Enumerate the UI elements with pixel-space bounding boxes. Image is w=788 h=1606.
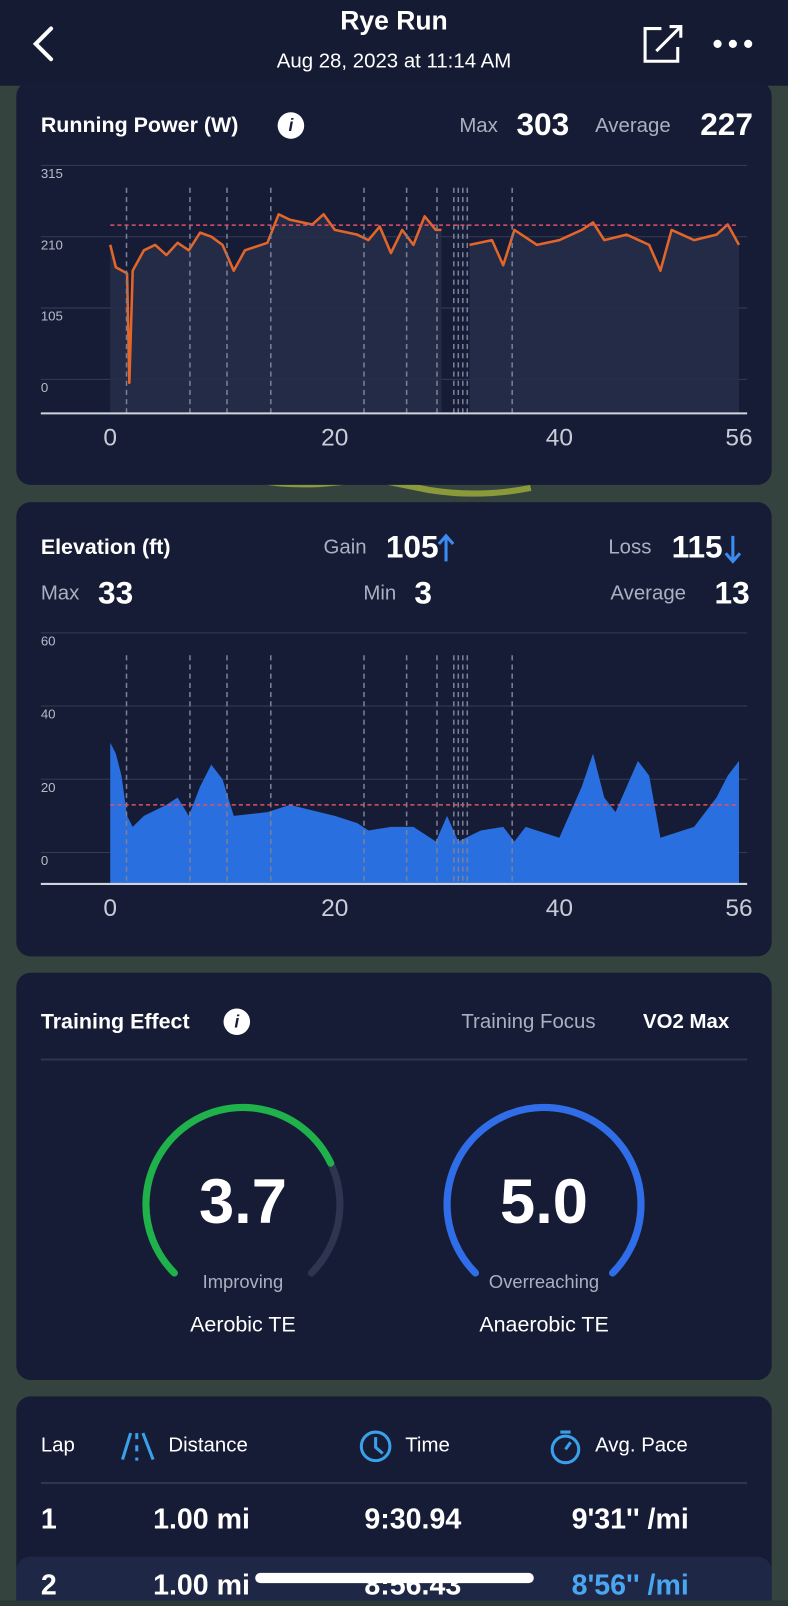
column-header: Distance: [168, 1435, 247, 1457]
laps-card: [16, 1396, 772, 1606]
area: [110, 214, 739, 414]
focus-value: VO2 Max: [643, 1011, 730, 1033]
back-button[interactable]: [32, 26, 54, 62]
y-tick-label: 60: [41, 634, 56, 649]
gauge-status: Improving: [203, 1271, 284, 1292]
column-header: Lap: [41, 1435, 75, 1457]
gauge-number: 5.0: [500, 1167, 588, 1237]
training-card: [16, 972, 772, 1380]
y-tick-label: 0: [41, 853, 48, 868]
card-title: Training Effect: [41, 1009, 190, 1033]
stat-value: 303: [516, 106, 569, 142]
x-tick-label: 56: [725, 424, 752, 451]
focus-label: Training Focus: [461, 1011, 595, 1033]
y-tick-label: 0: [41, 380, 48, 395]
gauge-name: Anaerobic TE: [479, 1313, 608, 1337]
x-tick-label: 56: [725, 895, 752, 922]
lap-cell: 2: [41, 1570, 57, 1601]
stat-label: Average: [595, 115, 671, 137]
y-tick-label: 315: [41, 166, 63, 181]
x-tick-label: 0: [103, 895, 117, 922]
stat-value: 227: [700, 106, 753, 142]
gauge-number: 3.7: [199, 1167, 287, 1237]
x-tick-label: 40: [546, 424, 573, 451]
area: [110, 742, 739, 884]
info-icon[interactable]: i: [277, 112, 305, 139]
activity-title: Rye Run: [340, 5, 448, 35]
column-header: Avg. Pace: [595, 1435, 688, 1457]
line: [108, 213, 741, 385]
lap-cell: 1.00 mi: [153, 1503, 250, 1535]
gauge-status: Overreaching: [489, 1271, 599, 1292]
svg-text:i: i: [234, 1011, 240, 1031]
stat-value: 115: [672, 528, 723, 564]
gauge-value: [142, 1103, 335, 1277]
column-header: Time: [405, 1435, 450, 1457]
more-button[interactable]: [713, 39, 753, 48]
y-tick-label: 210: [41, 237, 63, 252]
stat-label: Average: [610, 582, 686, 604]
lap-cell: 1.00 mi: [153, 1570, 250, 1601]
stat-value: 13: [714, 574, 749, 610]
gauge-name: Aerobic TE: [190, 1313, 296, 1337]
distance-icon: [121, 1432, 155, 1461]
gain-arrow: [437, 533, 455, 562]
lap-cell: 9'31'' /mi: [572, 1503, 689, 1535]
home-indicator: [255, 1572, 534, 1584]
x-tick-label: 40: [546, 895, 573, 922]
stat-label: Max: [41, 582, 80, 604]
lap-cell: 1: [41, 1503, 57, 1535]
card-title: Elevation (ft): [41, 535, 171, 559]
y-tick-label: 40: [41, 707, 56, 722]
elevation-card: [16, 502, 772, 957]
stat-value: 3: [414, 574, 432, 610]
stat-value: 105: [386, 528, 439, 564]
stat-label: Loss: [608, 537, 651, 559]
lap-cell: 9:30.94: [364, 1503, 461, 1535]
lap-cell: 8'56'' /mi: [572, 1570, 689, 1601]
x-tick-label: 0: [103, 424, 117, 451]
time-icon: [359, 1430, 392, 1463]
stat-label: Min: [363, 582, 396, 604]
loss-arrow: [724, 535, 742, 564]
stat-label: Gain: [324, 537, 367, 559]
gauge-value: [443, 1103, 645, 1277]
x-tick-label: 20: [321, 424, 348, 451]
activity-date: Aug 28, 2023 at 11:14 AM: [277, 51, 511, 73]
info-icon[interactable]: i: [223, 1008, 251, 1035]
card-title: Running Power (W): [41, 113, 239, 137]
stat-label: Max: [459, 115, 498, 137]
stat-value: 33: [98, 574, 133, 610]
share-button[interactable]: [643, 25, 683, 63]
x-tick-label: 20: [321, 895, 348, 922]
y-tick-label: 105: [41, 309, 63, 324]
pace-icon: [550, 1430, 581, 1465]
y-tick-label: 20: [41, 780, 56, 795]
header-bar: [0, 0, 788, 86]
svg-text:i: i: [288, 115, 294, 135]
